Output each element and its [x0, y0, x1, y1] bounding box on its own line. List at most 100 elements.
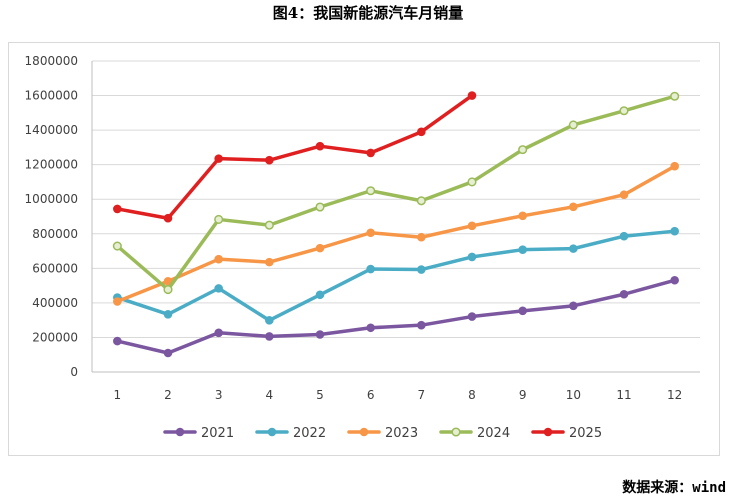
data-point-2024	[112, 241, 122, 251]
data-point-2022	[315, 290, 325, 300]
legend-label-2023: 2023	[385, 426, 418, 441]
data-point-2021	[265, 332, 274, 341]
series-line-2024	[115, 94, 677, 292]
data-point-2021	[619, 289, 629, 299]
data-point-2022	[467, 252, 477, 262]
data-point-2023	[417, 232, 426, 242]
y-tick-label: 600000	[32, 261, 78, 275]
data-point-2025	[265, 155, 274, 165]
chart-title: 图4：我国新能源汽车月销量	[272, 4, 464, 22]
legend: 2021 2022 2023 2024 2025	[163, 426, 602, 441]
data-point-2023	[366, 228, 375, 238]
data-point-2022	[366, 264, 375, 274]
data-point-2023	[315, 243, 325, 253]
data-point-2025	[315, 141, 325, 151]
x-tick-label: 8	[468, 388, 476, 402]
data-point-2025	[467, 91, 477, 100]
data-point-2025	[417, 127, 426, 137]
legend-label-2025: 2025	[569, 426, 602, 441]
data-point-2021	[417, 320, 426, 330]
data-point-2021	[467, 312, 477, 321]
data-point-2022	[518, 245, 527, 254]
series-line-2023	[115, 164, 677, 304]
data-point-2023	[670, 161, 679, 171]
x-tick-label: 5	[316, 388, 324, 402]
data-point-2021	[366, 323, 375, 333]
legend-marker-2021	[175, 427, 185, 437]
data-point-2021	[163, 348, 173, 358]
series-line-2022	[115, 229, 677, 323]
y-tick-label: 1200000	[25, 158, 78, 172]
legend-label-2022: 2022	[293, 426, 326, 441]
series-line-2021	[115, 278, 677, 355]
y-tick-label: 1400000	[25, 123, 78, 137]
data-point-2024	[568, 120, 578, 130]
data-point-2023	[113, 297, 122, 306]
data-point-2024	[467, 177, 477, 187]
y-tick-label: 800000	[32, 227, 78, 241]
y-tick-labels: 0 200000 400000 600000 800000 1000000 1200000 1…	[25, 54, 78, 379]
legend-marker-2022	[267, 427, 277, 437]
data-point-2024	[163, 285, 173, 295]
data-point-2025	[163, 213, 173, 223]
data-point-2022	[417, 265, 426, 274]
data-point-2025	[113, 204, 122, 214]
data-point-2024	[366, 186, 376, 196]
data-point-2023	[569, 202, 578, 212]
y-tick-label: 0	[70, 365, 78, 379]
data-point-2021	[315, 330, 325, 339]
data-point-2025	[366, 148, 375, 158]
data-point-2023	[214, 254, 223, 264]
x-tick-labels: 1 2 3 4 5 6 7 8 9 10 11 12	[114, 388, 683, 402]
series-layer	[112, 91, 680, 358]
data-point-2022	[265, 316, 274, 325]
y-tick-label: 1600000	[25, 89, 78, 103]
data-point-2023	[467, 221, 477, 231]
x-tick-label: 2	[164, 388, 172, 402]
source-label: 数据来源：	[622, 480, 693, 496]
legend-marker-2025	[543, 427, 553, 437]
data-point-2024	[518, 145, 528, 155]
legend-label-2024: 2024	[477, 426, 510, 441]
x-tick-label: 3	[215, 388, 223, 402]
data-point-2022	[619, 231, 629, 241]
y-tick-label: 200000	[32, 330, 78, 344]
x-tick-label: 4	[266, 388, 274, 402]
data-source: 数据来源：wind	[622, 477, 726, 497]
data-point-2023	[619, 190, 629, 200]
data-point-2023	[265, 257, 274, 267]
legend-marker-2023	[359, 427, 369, 437]
y-tick-label: 1800000	[25, 54, 78, 68]
x-tick-label: 6	[367, 388, 375, 402]
data-point-2021	[518, 306, 527, 316]
data-point-2024	[619, 106, 629, 116]
data-point-2024	[670, 91, 680, 101]
data-point-2024	[416, 196, 426, 206]
x-tick-label: 10	[566, 388, 581, 402]
x-tick-label: 12	[667, 388, 682, 402]
x-tick-label: 1	[114, 388, 122, 402]
x-tick-label: 9	[519, 388, 527, 402]
x-tick-label: 7	[418, 388, 426, 402]
data-point-2024	[315, 202, 325, 212]
y-tick-label: 1000000	[25, 192, 78, 206]
data-point-2024	[264, 220, 274, 230]
y-tick-label: 400000	[32, 296, 78, 310]
data-point-2024	[214, 214, 224, 224]
series-line-2025	[115, 93, 474, 220]
x-tick-label: 11	[616, 388, 631, 402]
data-point-2021	[670, 275, 679, 285]
legend-label-2021: 2021	[201, 426, 234, 441]
data-point-2022	[214, 284, 223, 293]
data-point-2022	[163, 309, 173, 319]
legend-marker-2024	[451, 427, 461, 437]
data-point-2025	[214, 154, 223, 163]
chart-panel	[8, 42, 720, 456]
data-point-2022	[670, 226, 679, 236]
axes	[91, 61, 700, 373]
source-value: wind	[692, 480, 726, 496]
data-point-2021	[214, 328, 223, 338]
data-point-2021	[569, 301, 578, 311]
data-point-2023	[518, 211, 527, 221]
